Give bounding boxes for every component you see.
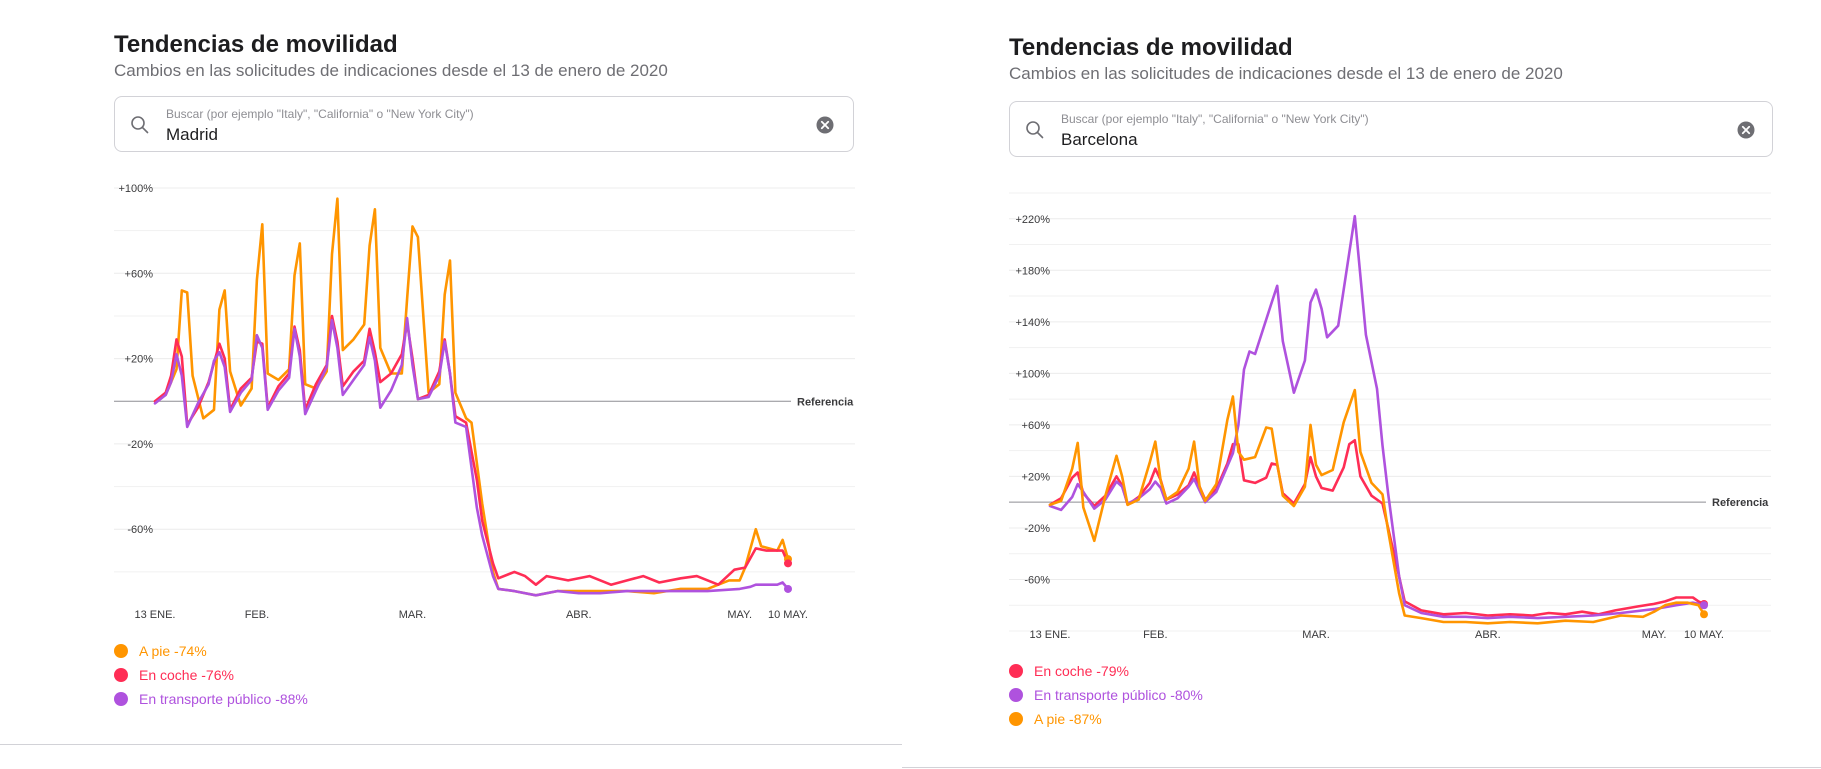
y-tick-label: +220% <box>1015 214 1050 226</box>
x-tick-label: ABR. <box>566 609 592 621</box>
legend-label: En transporte público -88% <box>139 691 308 707</box>
series-line <box>153 197 790 597</box>
search-placeholder: Buscar (por ejemplo "Italy", "California… <box>1061 112 1369 126</box>
x-tick-label: MAR. <box>1302 629 1330 641</box>
y-tick-label: +20% <box>1022 471 1051 483</box>
y-tick-label: +140% <box>1015 317 1050 329</box>
y-tick-label: +100% <box>118 183 153 195</box>
series-line <box>1048 214 1706 620</box>
baseline-label: Referencia <box>797 396 854 408</box>
series-end-point <box>1700 601 1708 610</box>
search-placeholder: Buscar (por ejemplo "Italy", "California… <box>166 107 474 121</box>
x-tick-label: MAR. <box>399 609 427 621</box>
panel-title: Tendencias de movilidad <box>1009 34 1293 61</box>
mobility-panel-madrid: Tendencias de movilidad Cambios en las s… <box>0 0 902 769</box>
search-box[interactable]: Buscar (por ejemplo "Italy", "California… <box>114 96 854 152</box>
y-tick-label: +100% <box>1015 368 1050 380</box>
clear-icon[interactable] <box>815 115 835 135</box>
search-box[interactable]: Buscar (por ejemplo "Italy", "California… <box>1009 101 1773 157</box>
x-tick-label: MAY. <box>1642 629 1667 641</box>
y-tick-label: +180% <box>1015 265 1050 277</box>
baseline-label: Referencia <box>1712 497 1769 509</box>
mobility-panel-barcelona: Tendencias de movilidad Cambios en las s… <box>902 0 1821 769</box>
series-end-point <box>784 559 792 568</box>
y-tick-label: +60% <box>125 268 154 280</box>
x-tick-label: 13 ENE. <box>1030 629 1071 641</box>
series-end-point <box>1700 610 1708 619</box>
section-divider <box>0 744 902 745</box>
mobility-chart-madrid: +100% +60% +20% -20% -60% Referencia 13 ENE. FE… <box>114 183 855 621</box>
y-tick-label: -20% <box>1024 523 1050 535</box>
legend-dot <box>1009 688 1023 702</box>
x-tick-label: FEB. <box>1143 629 1167 641</box>
legend-label: A pie -87% <box>1034 711 1102 727</box>
x-tick-label: 13 ENE. <box>135 609 176 621</box>
legend-dot <box>1009 712 1023 726</box>
y-tick-label: -60% <box>127 524 153 536</box>
mobility-chart-barcelona: +220% +180% +140% +100% +60% +20% -20% -60% Refe… <box>1009 192 1771 641</box>
section-divider <box>902 767 1821 768</box>
legend-label: A pie -74% <box>139 643 207 659</box>
series-end-point <box>784 584 792 593</box>
search-input[interactable] <box>166 125 726 145</box>
y-tick-label: -20% <box>127 439 153 451</box>
search-input[interactable] <box>1061 130 1621 150</box>
y-tick-label: +20% <box>125 354 154 366</box>
x-tick-label: MAY. <box>727 609 752 621</box>
y-tick-label: -60% <box>1024 574 1050 586</box>
series-line <box>1048 388 1706 625</box>
legend-dot <box>114 644 128 658</box>
panel-title: Tendencias de movilidad <box>114 31 398 58</box>
panel-subtitle: Cambios en las solicitudes de indicacion… <box>114 61 668 80</box>
clear-icon[interactable] <box>1736 120 1756 140</box>
legend-dot <box>114 668 128 682</box>
search-icon <box>131 116 149 134</box>
legend-label: En coche -76% <box>139 667 234 683</box>
legend-label: En transporte público -80% <box>1034 687 1203 703</box>
series-line <box>153 314 790 586</box>
panel-subtitle: Cambios en las solicitudes de indicacion… <box>1009 64 1563 83</box>
legend-label: En coche -79% <box>1034 663 1129 679</box>
legend-dot <box>114 692 128 706</box>
x-tick-label: FEB. <box>245 609 269 621</box>
x-tick-label: 10 MAY. <box>1684 629 1724 641</box>
y-tick-label: +60% <box>1022 420 1051 432</box>
legend-dot <box>1009 664 1023 678</box>
x-tick-label: 10 MAY. <box>768 609 808 621</box>
series-line <box>153 316 790 597</box>
x-tick-label: ABR. <box>1475 629 1501 641</box>
search-icon <box>1026 121 1044 139</box>
